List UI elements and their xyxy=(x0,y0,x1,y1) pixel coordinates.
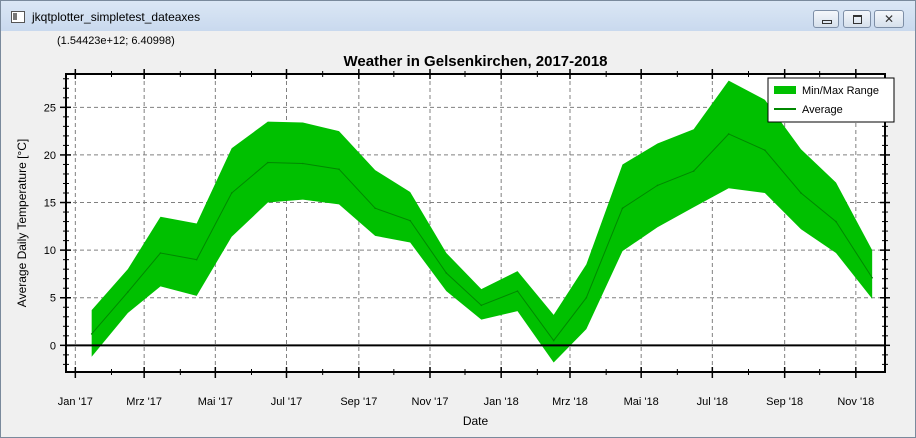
close-icon: ✕ xyxy=(883,12,895,26)
average-point xyxy=(692,170,695,172)
average-point xyxy=(871,276,873,279)
legend-label-average: Average xyxy=(802,104,843,116)
x-tick-label: Sep '17 xyxy=(340,396,377,408)
x-tick-label: Mrz '18 xyxy=(552,396,588,408)
y-tick-label: 10 xyxy=(44,245,56,257)
average-point xyxy=(727,133,730,135)
maximize-icon xyxy=(853,15,862,24)
x-tick-label: Jul '18 xyxy=(697,396,728,408)
application-icon[interactable] xyxy=(11,11,25,23)
average-point xyxy=(195,258,198,261)
x-tick-label: Jul '17 xyxy=(271,396,302,408)
mouse-coordinate-readout: (1.54423e+12; 6.40998) xyxy=(57,35,175,47)
average-point xyxy=(480,304,483,307)
min-max-range-band xyxy=(91,80,873,363)
x-tick-label: Nov '18 xyxy=(837,396,874,408)
average-point xyxy=(159,252,162,254)
average-point xyxy=(409,219,411,222)
average-point xyxy=(127,291,129,293)
average-point xyxy=(656,184,659,187)
x-tick-label: Sep '18 xyxy=(766,396,803,408)
chart-title: Weather in Gelsenkirchen, 2017-2018 xyxy=(343,53,607,70)
y-tick-label: 0 xyxy=(50,340,56,352)
average-point xyxy=(764,149,766,151)
average-point xyxy=(302,162,304,165)
average-point xyxy=(621,207,624,210)
x-tick-label: Mrz '17 xyxy=(126,396,162,408)
y-tick-label: 25 xyxy=(44,102,56,114)
average-point xyxy=(374,207,376,210)
average-point xyxy=(267,161,269,164)
average-point xyxy=(445,272,448,274)
average-point xyxy=(800,192,802,194)
title-bar[interactable]: jkqtplotter_simpletest_dateaxes ✕ xyxy=(1,1,915,31)
x-tick-label: Nov '17 xyxy=(412,396,449,408)
y-tick-label: 5 xyxy=(50,293,56,305)
average-point xyxy=(835,220,837,223)
legend-label-range: Min/Max Range xyxy=(802,85,879,97)
average-point xyxy=(90,333,93,335)
x-tick-label: Jan '17 xyxy=(58,396,93,408)
y-axis-label: Average Daily Temperature [°C] xyxy=(15,139,29,307)
minimize-button[interactable] xyxy=(813,10,839,28)
y-tick-label: 20 xyxy=(44,150,56,162)
average-point xyxy=(585,296,588,299)
y-tick-label: 15 xyxy=(44,198,56,210)
minimize-icon xyxy=(822,20,832,24)
average-point xyxy=(516,290,519,292)
average-point xyxy=(552,339,555,342)
maximize-button[interactable] xyxy=(843,10,871,28)
x-axis-label: Date xyxy=(463,414,489,428)
legend-swatch-range xyxy=(774,86,796,94)
window-title: jkqtplotter_simpletest_dateaxes xyxy=(32,10,201,24)
plot-frame xyxy=(65,73,886,373)
average-point xyxy=(338,168,340,171)
average-point xyxy=(230,192,233,194)
x-tick-label: Mai '18 xyxy=(624,396,659,408)
legend-box xyxy=(767,77,895,123)
x-tick-label: Jan '18 xyxy=(484,396,519,408)
x-tick-label: Mai '17 xyxy=(198,396,233,408)
close-button[interactable]: ✕ xyxy=(874,10,904,28)
